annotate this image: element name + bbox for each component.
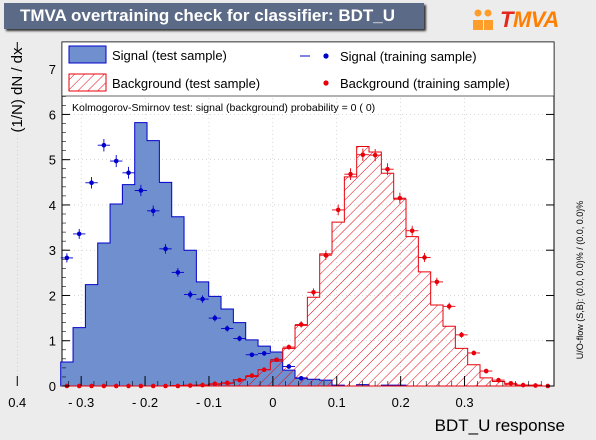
legend-label-background-test: Background (test sample) bbox=[112, 76, 260, 91]
tmva-logo-prefix: T bbox=[500, 7, 513, 32]
legend-label-background-train: Background (training sample) bbox=[340, 76, 510, 91]
x-tick-label: - 0.2 bbox=[132, 395, 158, 410]
y-tick-label: 6 bbox=[49, 107, 56, 122]
background-train-point bbox=[406, 225, 419, 236]
background-train-point bbox=[171, 383, 185, 389]
signal-train-point bbox=[258, 351, 271, 356]
signal-train-point bbox=[85, 177, 98, 189]
background-train-point bbox=[529, 383, 542, 388]
background-train-point bbox=[258, 367, 271, 373]
background-train-point bbox=[110, 383, 123, 389]
signal-train-point bbox=[171, 268, 185, 277]
background-train-point bbox=[369, 149, 382, 162]
x-tick-label: 0.1 bbox=[328, 395, 346, 410]
plot-title: TMVA overtraining check for classifier: … bbox=[4, 3, 424, 29]
background-train-point bbox=[492, 377, 505, 383]
background-train-point bbox=[356, 148, 370, 161]
background-train-point bbox=[307, 288, 320, 297]
signal-train-point bbox=[295, 376, 308, 381]
signal-train-point bbox=[196, 295, 209, 303]
y-tick-label: 4 bbox=[49, 198, 56, 213]
background-train-point bbox=[97, 383, 111, 389]
signal-train-point bbox=[110, 154, 123, 168]
background-train-point bbox=[381, 163, 394, 176]
legend-label-signal-train: Signal (training sample) bbox=[340, 49, 477, 64]
signal-train-point bbox=[245, 352, 259, 358]
background-train-point bbox=[418, 252, 431, 263]
signal-train-point bbox=[282, 364, 296, 369]
background-train-point bbox=[467, 350, 481, 356]
signal-train-point bbox=[184, 290, 197, 299]
legend-swatch-background-test bbox=[68, 73, 107, 92]
overflow-text: U/O-flow (S,B): (0.0, 0.0)% / (0.0, 0.0)… bbox=[575, 201, 585, 360]
signal-train-point bbox=[122, 166, 135, 179]
y-tick-label: 0 bbox=[49, 379, 56, 394]
legend-marker-background-train bbox=[323, 80, 329, 86]
tmva-logo-rest: MVA bbox=[512, 7, 559, 32]
x-tick-label: - 0.3 bbox=[68, 395, 94, 410]
x-axis-label: BDT_U response bbox=[435, 416, 565, 435]
background-train-point bbox=[184, 383, 197, 388]
background-train-point bbox=[208, 381, 222, 387]
y-tick-label: 1 bbox=[49, 334, 56, 349]
background-train-point bbox=[455, 331, 468, 338]
background-train-point bbox=[480, 368, 493, 374]
background-train-point bbox=[344, 168, 357, 181]
x-tick-label: 0 bbox=[269, 395, 276, 410]
y-axis-label: (1/N) dN / dx bbox=[9, 47, 26, 133]
y-tick-label: 3 bbox=[49, 243, 56, 258]
background-train-point bbox=[504, 380, 518, 386]
background-train-point bbox=[245, 373, 259, 378]
background-train-point bbox=[159, 383, 172, 389]
signal-train-point bbox=[221, 325, 234, 332]
background-train-point bbox=[122, 383, 135, 389]
background-train-point bbox=[85, 383, 98, 389]
y-tick-label: 7 bbox=[49, 62, 56, 77]
legend: Signal (test sample) Background (test sa… bbox=[61, 41, 555, 97]
background-train-point bbox=[221, 380, 234, 386]
background-train-point bbox=[517, 382, 530, 388]
legend-box bbox=[61, 41, 555, 97]
background-train-point bbox=[147, 383, 160, 389]
background-train-point bbox=[393, 192, 407, 204]
ks-test-text: Kolmogorov-Smirnov test: signal (backgro… bbox=[72, 102, 375, 114]
background-train-point bbox=[196, 382, 209, 388]
legend-swatch-signal-test bbox=[68, 45, 107, 64]
legend-label-signal-test: Signal (test sample) bbox=[112, 48, 227, 63]
x-tick-label: 0.2 bbox=[392, 395, 410, 410]
background-train-point bbox=[233, 377, 246, 383]
signal-train-point bbox=[159, 244, 172, 254]
background-train-point bbox=[282, 344, 296, 350]
x-tick-label: 0.4 bbox=[8, 395, 26, 410]
background-train-point bbox=[295, 321, 308, 328]
y-tick-label: 5 bbox=[49, 153, 56, 168]
signal-train-point bbox=[134, 184, 148, 197]
background-train-point bbox=[332, 204, 345, 216]
axes: 0 1 2 3 4 5 6 7 0.4 - 0.3 - 0.2 - 0.1 0 0.1 0.2 0.3 bbox=[8, 42, 555, 410]
legend-marker-signal-train bbox=[323, 53, 329, 59]
x-tick-label: 0.3 bbox=[456, 395, 474, 410]
signal-train-point bbox=[208, 314, 222, 322]
background-train-point bbox=[430, 277, 444, 287]
background-train-point bbox=[319, 250, 333, 260]
tmva-logo: TMVA bbox=[470, 3, 592, 39]
marker-series bbox=[60, 138, 554, 389]
background-train-point bbox=[443, 302, 456, 310]
signal-train-point bbox=[73, 228, 86, 239]
x-tick-label: - 0.1 bbox=[196, 395, 222, 410]
signal-train-point bbox=[233, 335, 246, 342]
signal-train-point bbox=[97, 138, 111, 152]
tmva-logo-text: TMVA bbox=[500, 7, 559, 33]
background-train-point bbox=[73, 383, 86, 389]
background-train-point bbox=[270, 357, 283, 363]
signal-train-point bbox=[147, 205, 160, 217]
y-tick-label: 2 bbox=[49, 288, 56, 303]
tmva-logo-icon bbox=[473, 9, 493, 30]
